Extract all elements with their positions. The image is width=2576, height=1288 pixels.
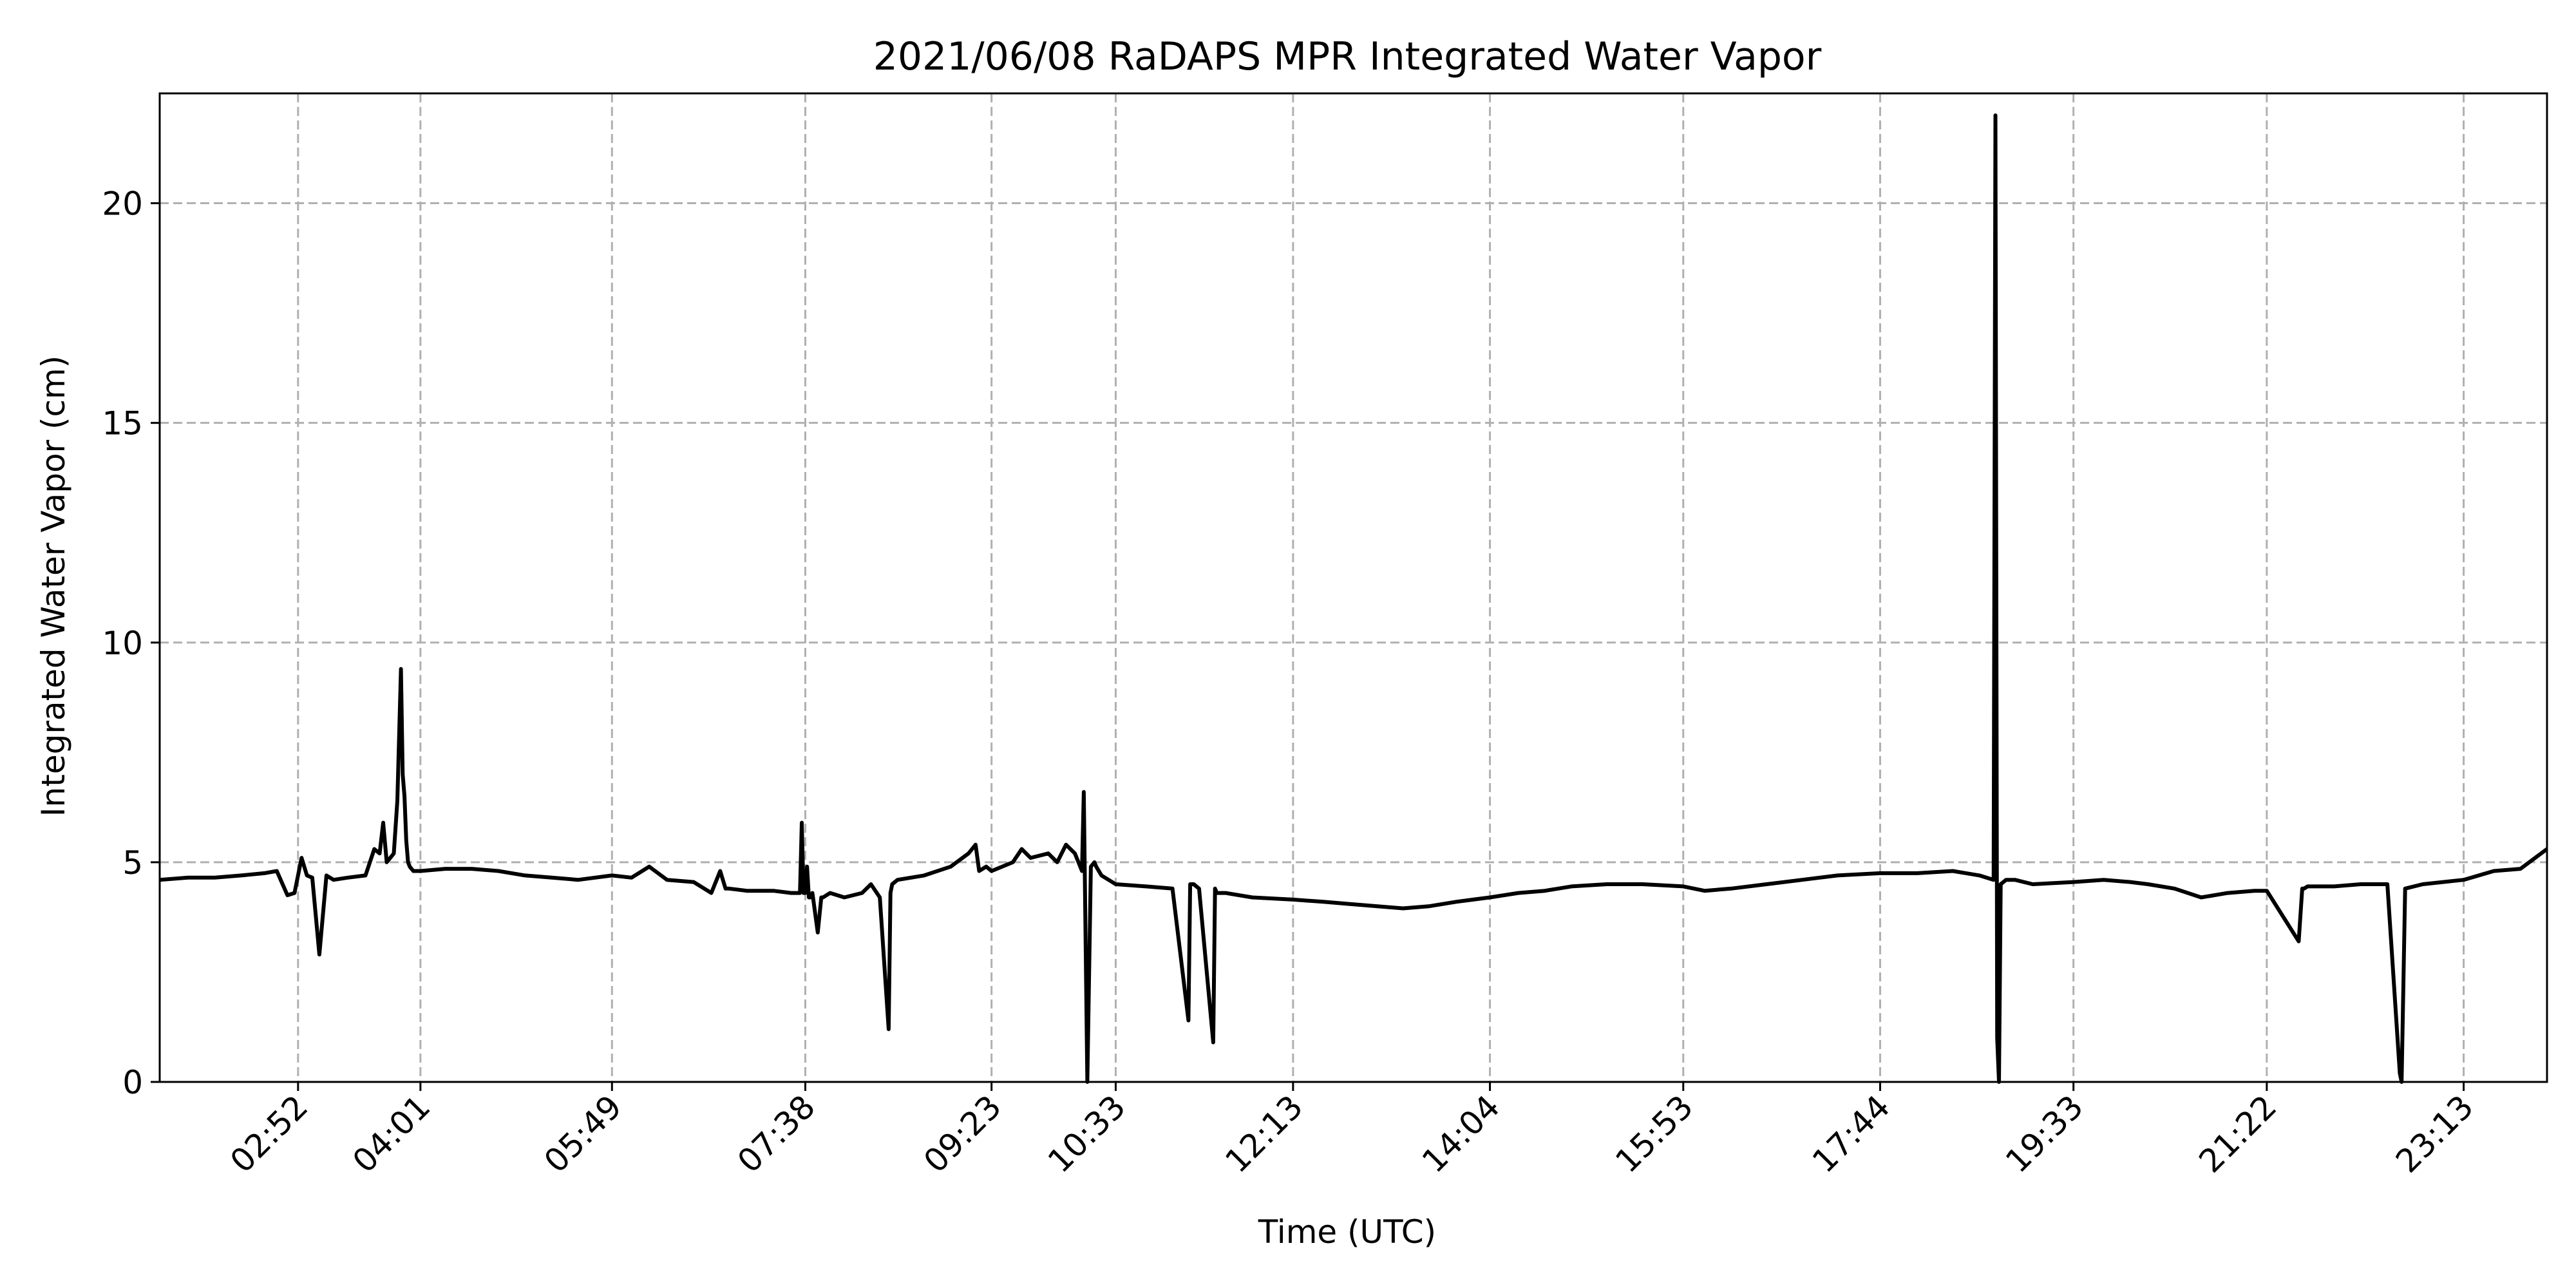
series-layer [159, 113, 2548, 1084]
plot-frame [158, 92, 2548, 1083]
series-line [159, 113, 2548, 1084]
y-tick-label: 15 [102, 405, 143, 442]
y-axis-label: Integrated Water Vapor (cm) [35, 355, 72, 817]
y-tick-label: 0 [122, 1064, 143, 1101]
y-tick-label: 20 [102, 185, 143, 223]
y-tick-label: 10 [102, 625, 143, 662]
x-axis-label: Time (UTC) [1258, 1213, 1436, 1251]
chart-title: 2021/06/08 RaDAPS MPR Integrated Water V… [873, 34, 1822, 79]
y-tick-label: 5 [122, 844, 143, 882]
grid [160, 93, 2547, 1082]
